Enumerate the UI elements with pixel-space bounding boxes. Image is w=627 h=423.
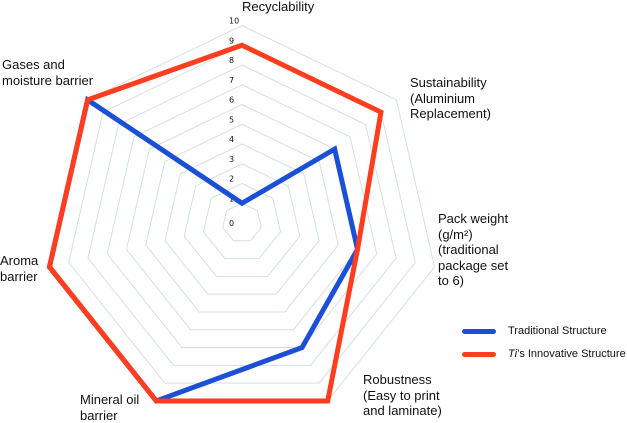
tick-label: 9 <box>229 36 234 45</box>
axis-label-aroma: Aroma barrier <box>0 253 39 284</box>
axis-label-gases: Gases and moisture barrier <box>2 57 94 88</box>
legend-item-innovative: Ti’s Innovative Structure <box>462 348 626 360</box>
grid-ring-6 <box>125 103 359 331</box>
legend-label-suffix: ’s Innovative Structure <box>517 348 626 360</box>
grid-ring-5 <box>145 123 339 313</box>
axis-label-recyclability: Recyclability <box>242 0 315 14</box>
tick-label: 0 <box>229 219 234 228</box>
legend-item-traditional: Traditional Structure <box>462 325 607 337</box>
axis-label-sustainability: Sustainability (Aluminium Replacement) <box>410 75 491 121</box>
grid <box>48 24 436 402</box>
series-line-1 <box>46 42 384 404</box>
axis-label-robustness: Robustness (Easy to print and laminate) <box>363 372 442 418</box>
tick-label: 6 <box>229 96 234 105</box>
series-lines <box>46 42 384 404</box>
grid-ring-4 <box>164 143 320 295</box>
grid-ring-3 <box>183 163 301 277</box>
tick-label: 3 <box>229 155 234 164</box>
grid-ring-1 <box>222 202 262 242</box>
legend-label-prefix: Ti <box>508 348 518 360</box>
grid-ring-7 <box>106 84 378 349</box>
tick-label: 8 <box>229 56 234 65</box>
tick-label: 4 <box>229 135 234 144</box>
grid-ring-9 <box>68 44 416 384</box>
legend-label-traditional: Traditional Structure <box>508 325 607 337</box>
tick-label: 10 <box>229 17 239 26</box>
grid-ring-10 <box>48 24 436 402</box>
axis-label-pack-weight: Pack weight (g/m²) (traditional package … <box>438 211 509 288</box>
legend-label-innovative: Ti’s Innovative Structure <box>508 348 626 360</box>
tick-label: 2 <box>229 175 234 184</box>
axis-label-mineral-oil: Mineral oil barrier <box>80 392 140 423</box>
grid-ring-8 <box>87 64 397 366</box>
legend-swatch-innovative <box>462 351 496 357</box>
tick-label: 7 <box>229 76 234 85</box>
grid-ring-2 <box>202 182 282 260</box>
tick-label: 5 <box>229 115 234 124</box>
legend-swatch-traditional <box>462 328 496 334</box>
